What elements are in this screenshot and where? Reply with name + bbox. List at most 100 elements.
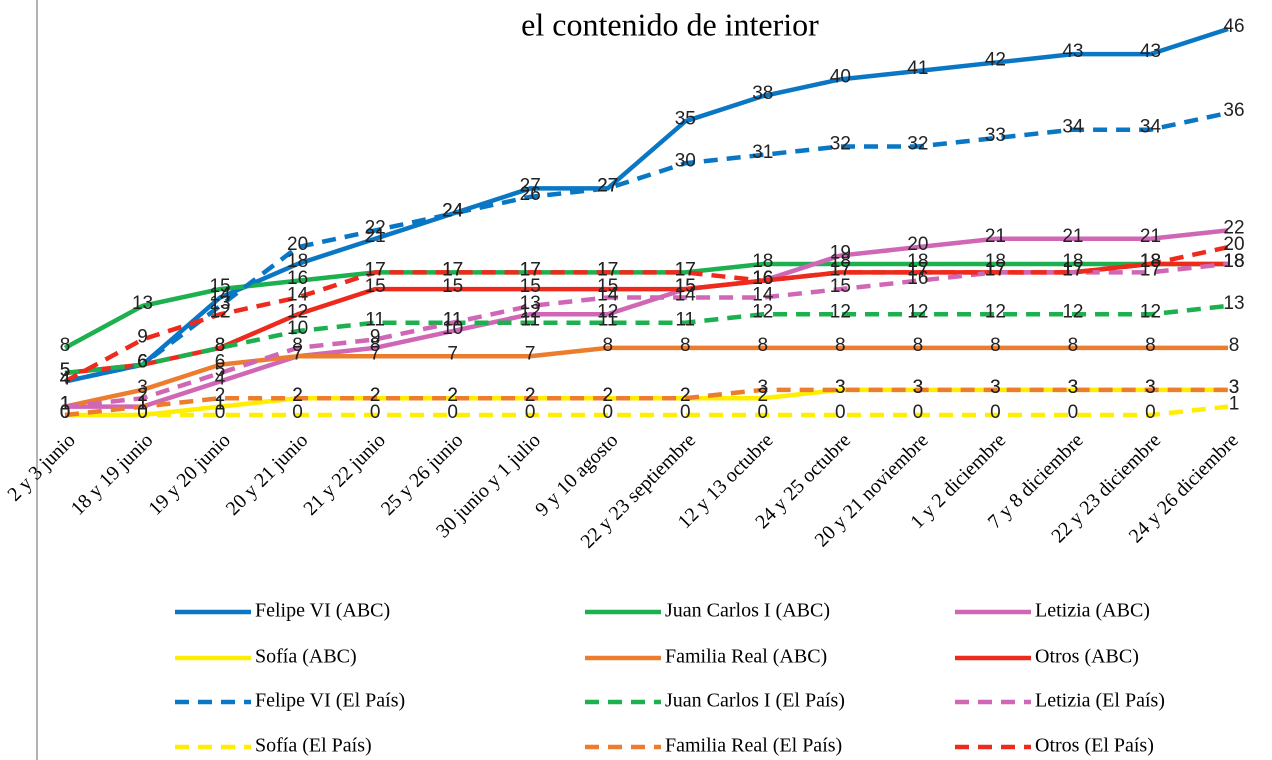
data-label: 2 bbox=[137, 385, 148, 406]
data-label: 3 bbox=[990, 377, 1001, 398]
data-label: 3 bbox=[990, 377, 1001, 398]
data-label: 6 bbox=[137, 352, 148, 373]
data-label: 8 bbox=[680, 335, 691, 356]
data-label: 3 bbox=[1229, 377, 1240, 398]
data-label: 14 bbox=[675, 285, 697, 306]
data-label: 17 bbox=[1062, 259, 1083, 280]
data-label: 11 bbox=[520, 310, 540, 331]
data-label: 17 bbox=[985, 259, 1006, 280]
data-label: 18 bbox=[830, 251, 851, 272]
data-label: 0 bbox=[758, 402, 769, 423]
data-label: 0 bbox=[137, 402, 148, 423]
data-label: 0 bbox=[60, 402, 71, 423]
data-label: 6 bbox=[215, 352, 226, 373]
data-label: 11 bbox=[443, 310, 463, 331]
data-label: 18 bbox=[1140, 251, 1161, 272]
legend-label: Felipe VI (El País) bbox=[255, 690, 405, 712]
data-label: 0 bbox=[680, 402, 691, 423]
data-label: 8 bbox=[60, 335, 71, 356]
data-label: 17 bbox=[830, 259, 851, 280]
data-label: 27 bbox=[597, 175, 618, 196]
data-label: 3 bbox=[835, 377, 846, 398]
data-label: 10 bbox=[442, 318, 463, 339]
data-label: 3 bbox=[913, 377, 924, 398]
data-label: 0 bbox=[137, 402, 148, 423]
data-label: 10 bbox=[287, 318, 308, 339]
data-label: 26 bbox=[520, 184, 541, 205]
series-line bbox=[65, 387, 1228, 418]
series-line bbox=[64, 303, 1229, 376]
data-label: 3 bbox=[1229, 377, 1240, 398]
series-line bbox=[65, 228, 1229, 409]
data-label: 2 bbox=[602, 385, 613, 406]
data-label: 3 bbox=[1145, 377, 1156, 398]
data-label: 15 bbox=[830, 276, 851, 297]
data-label: 9 bbox=[370, 326, 381, 347]
data-label: 16 bbox=[752, 268, 773, 289]
data-label: 5 bbox=[215, 360, 226, 381]
data-label: 8 bbox=[215, 335, 226, 356]
series-line bbox=[64, 26, 1229, 384]
x-tick-label: 18 y 19 junio bbox=[67, 429, 158, 520]
data-label: 2 bbox=[447, 385, 458, 406]
data-label: 0 bbox=[215, 402, 226, 423]
data-label: 2 bbox=[680, 385, 691, 406]
data-label: 24 bbox=[442, 201, 464, 222]
data-label: 1 bbox=[60, 394, 71, 415]
chart-title: el contenido de interior bbox=[521, 6, 819, 42]
data-label: 1 bbox=[137, 394, 148, 415]
data-label: 38 bbox=[752, 83, 773, 104]
data-label: 17 bbox=[365, 259, 386, 280]
data-label: 0 bbox=[1145, 402, 1156, 423]
data-label: 8 bbox=[602, 335, 613, 356]
data-label: 20 bbox=[1223, 234, 1244, 255]
data-label: 1 bbox=[60, 394, 71, 415]
data-label: 2 bbox=[680, 385, 691, 406]
data-label: 3 bbox=[1145, 377, 1156, 398]
data-label: 3 bbox=[1068, 377, 1079, 398]
series-line bbox=[63, 261, 1228, 350]
series-line bbox=[64, 110, 1229, 384]
data-label: 0 bbox=[525, 402, 536, 423]
data-label: 4 bbox=[60, 368, 71, 389]
data-label: 43 bbox=[1062, 41, 1083, 62]
data-label: 8 bbox=[758, 335, 769, 356]
data-label: 18 bbox=[1223, 251, 1244, 272]
data-label: 2 bbox=[447, 385, 458, 406]
data-label: 16 bbox=[907, 268, 928, 289]
data-label: 2 bbox=[602, 385, 613, 406]
data-label: 8 bbox=[835, 335, 846, 356]
data-label: 0 bbox=[447, 402, 458, 423]
data-label: 15 bbox=[209, 276, 230, 297]
data-label: 0 bbox=[60, 402, 71, 423]
data-label: 12 bbox=[287, 301, 308, 322]
legend-label: Familia Real (ABC) bbox=[665, 646, 827, 668]
data-label: 12 bbox=[985, 301, 1006, 322]
data-label: 7 bbox=[525, 343, 536, 364]
data-label: 17 bbox=[365, 259, 386, 280]
data-label: 27 bbox=[597, 175, 618, 196]
data-label: 17 bbox=[520, 259, 541, 280]
data-label: 14 bbox=[597, 285, 619, 306]
data-label: 11 bbox=[443, 310, 463, 331]
data-label: 17 bbox=[442, 259, 463, 280]
legend-label: Felipe VI (ABC) bbox=[255, 600, 390, 622]
legend-label: Juan Carlos I (El País) bbox=[665, 690, 845, 712]
x-tick-label: 19 y 20 junio bbox=[144, 429, 235, 520]
data-label: 7 bbox=[370, 343, 381, 364]
data-label: 17 bbox=[1062, 259, 1083, 280]
data-label: 18 bbox=[752, 251, 773, 272]
data-label: 15 bbox=[597, 276, 618, 297]
data-label: 12 bbox=[520, 301, 541, 322]
data-label: 20 bbox=[907, 234, 928, 255]
legend-label: Letizia (El País) bbox=[1035, 690, 1165, 712]
data-label: 1 bbox=[1229, 394, 1240, 415]
series-line bbox=[65, 404, 1229, 418]
data-label: 18 bbox=[985, 251, 1006, 272]
data-label: 35 bbox=[675, 108, 696, 129]
data-label: 18 bbox=[1223, 251, 1244, 272]
data-label: 16 bbox=[752, 268, 773, 289]
data-label: 3 bbox=[137, 377, 148, 398]
data-label: 15 bbox=[520, 276, 541, 297]
data-label: 13 bbox=[1223, 293, 1244, 314]
